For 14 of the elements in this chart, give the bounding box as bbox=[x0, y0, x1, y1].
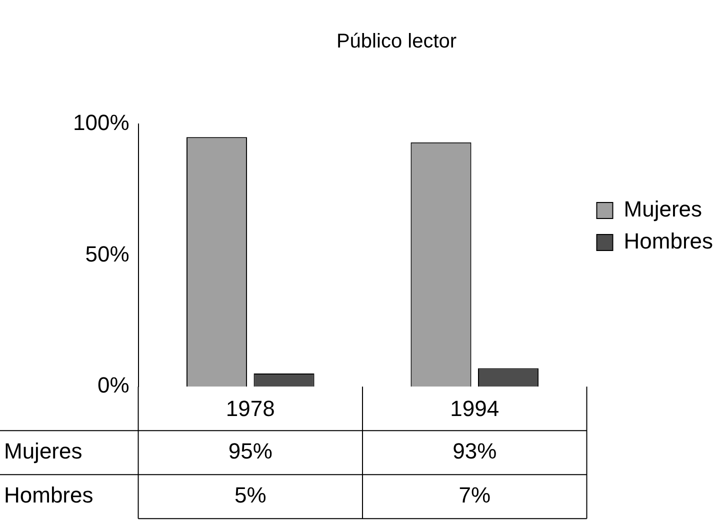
text: Mujeres bbox=[4, 438, 82, 464]
chart-title: Público lector bbox=[336, 30, 457, 53]
data-label: 93% bbox=[452, 438, 497, 464]
legend-label: Mujeres bbox=[624, 196, 702, 222]
legend-label: Hombres bbox=[624, 228, 714, 254]
y-tick-label: 100% bbox=[72, 110, 130, 136]
data-label: 5% bbox=[234, 482, 266, 508]
data-label: 7% bbox=[458, 482, 491, 508]
x-tick-label: 1978 bbox=[226, 396, 275, 421]
data-label: 95% bbox=[228, 438, 272, 464]
text: Hombres bbox=[4, 482, 94, 508]
y-tick-label: 0% bbox=[97, 372, 130, 398]
x-tick-label: 1994 bbox=[450, 396, 500, 421]
y-tick-label: 50% bbox=[85, 241, 130, 266]
